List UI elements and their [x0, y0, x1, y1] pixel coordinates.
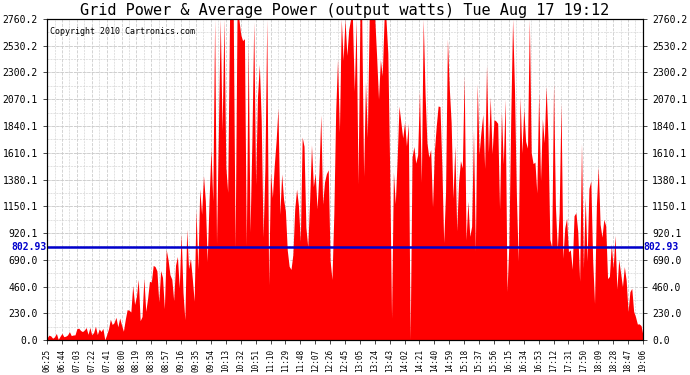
- Text: 802.93: 802.93: [644, 242, 679, 252]
- Title: Grid Power & Average Power (output watts) Tue Aug 17 19:12: Grid Power & Average Power (output watts…: [80, 3, 610, 18]
- Text: Copyright 2010 Cartronics.com: Copyright 2010 Cartronics.com: [50, 27, 195, 36]
- Text: 802.93: 802.93: [11, 242, 46, 252]
